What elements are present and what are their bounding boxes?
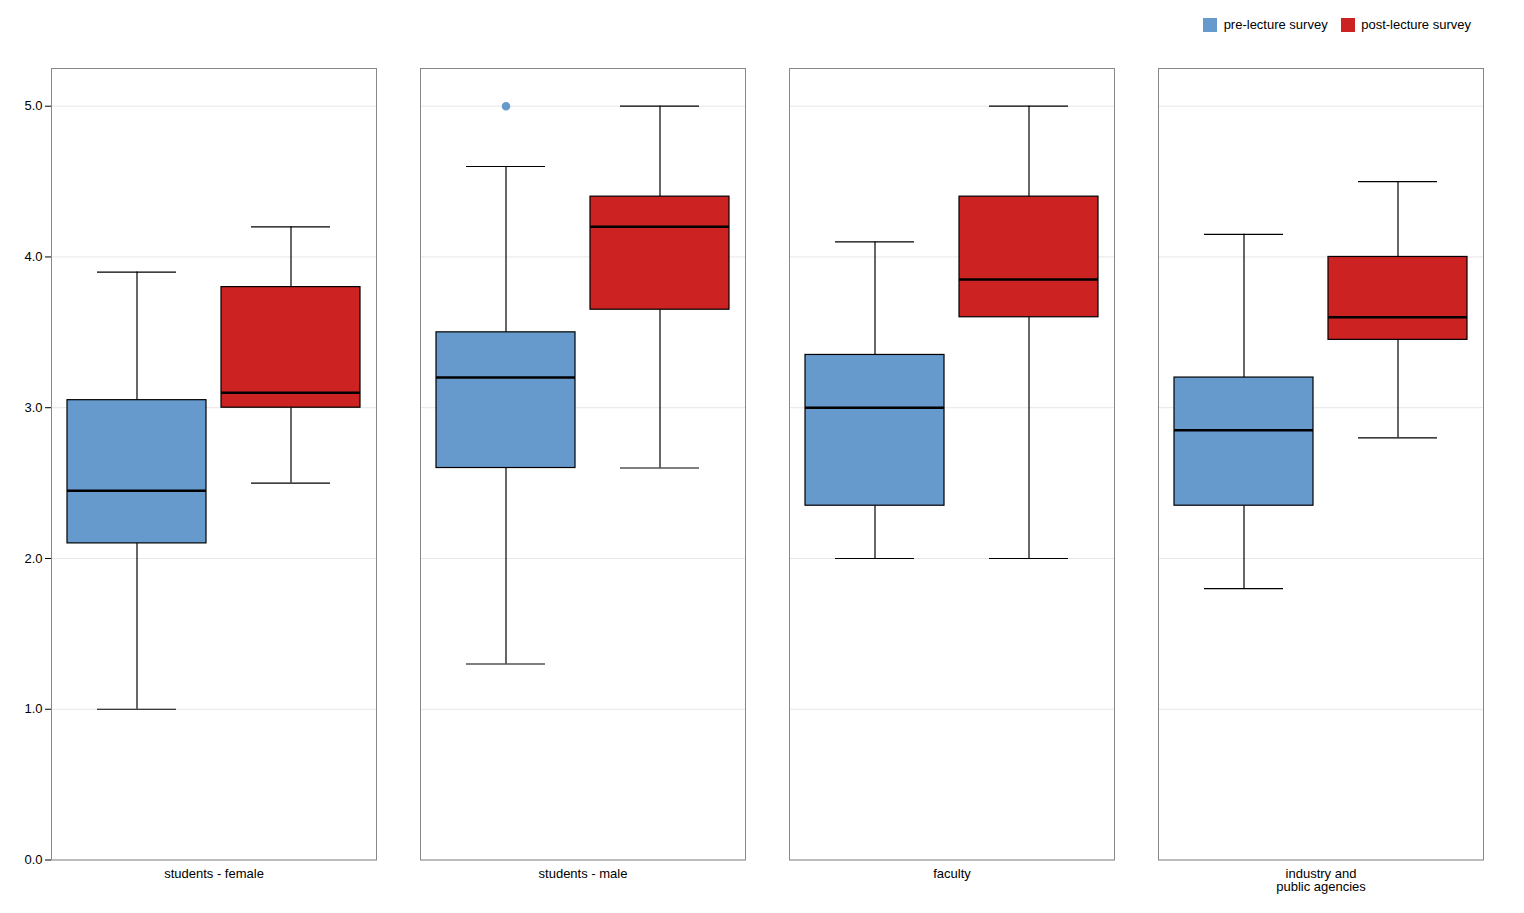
svg-text:1.0: 1.0 xyxy=(24,701,42,716)
svg-text:0.0: 0.0 xyxy=(24,852,42,867)
svg-text:3.0: 3.0 xyxy=(24,399,42,414)
svg-text:5.0: 5.0 xyxy=(24,98,42,113)
svg-text:4.0: 4.0 xyxy=(24,249,42,264)
svg-text:students - female: students - female xyxy=(164,866,264,881)
svg-text:students - male: students - male xyxy=(539,866,628,881)
html-text:pre-lecture survey: pre-lecture survey xyxy=(1223,17,1328,32)
svg-text:faculty: faculty xyxy=(933,866,971,881)
svg-text:2.0: 2.0 xyxy=(24,550,42,565)
svg-text:industry andpublic agencies: industry andpublic agencies xyxy=(1276,866,1366,894)
html-text:post-lecture survey: post-lecture survey xyxy=(1361,17,1471,32)
